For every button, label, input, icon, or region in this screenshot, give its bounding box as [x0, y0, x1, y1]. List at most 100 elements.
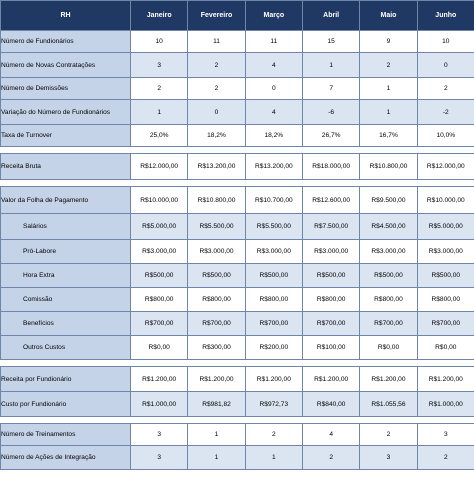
value-cell[interactable]: 10,0% [416, 124, 474, 147]
value-cell[interactable]: R$3.000,00 [187, 239, 246, 264]
value-cell[interactable]: 1 [129, 99, 189, 125]
value-cell[interactable]: R$10.000,00 [416, 186, 474, 214]
value-cell[interactable]: 1 [244, 445, 303, 470]
value-cell[interactable]: R$5.000,00 [129, 213, 189, 240]
value-cell[interactable]: R$500,00 [301, 263, 361, 288]
value-cell[interactable]: R$10.700,00 [244, 186, 303, 214]
value-cell[interactable]: R$10.800,00 [359, 153, 418, 180]
header-cell-rh[interactable]: RH [0, 0, 131, 31]
value-cell[interactable]: 1 [359, 99, 418, 125]
value-cell[interactable]: 10 [416, 30, 474, 53]
value-cell[interactable]: 7 [301, 77, 361, 100]
value-cell[interactable]: R$100,00 [301, 335, 361, 360]
value-cell[interactable]: 2 [301, 445, 361, 470]
value-cell[interactable]: 0 [244, 77, 303, 100]
value-cell[interactable]: 18,2% [187, 124, 246, 147]
value-cell[interactable]: R$5.500,00 [187, 213, 246, 240]
value-cell[interactable]: R$1.000,00 [129, 391, 189, 417]
value-cell[interactable]: R$1.200,00 [244, 366, 303, 392]
row-label-cell[interactable]: Número de Novas Contratações [0, 52, 131, 78]
row-label-cell[interactable]: Comissão [0, 287, 131, 312]
value-cell[interactable]: R$800,00 [301, 287, 361, 312]
row-label-cell[interactable]: Receita por Fundionário [0, 366, 131, 392]
value-cell[interactable]: R$800,00 [129, 287, 189, 312]
value-cell[interactable]: R$500,00 [244, 263, 303, 288]
value-cell[interactable]: -2 [416, 99, 474, 125]
value-cell[interactable]: R$800,00 [187, 287, 246, 312]
value-cell[interactable]: R$12.600,00 [301, 186, 361, 214]
value-cell[interactable]: R$0,00 [416, 335, 474, 360]
value-cell[interactable]: R$972,73 [244, 391, 303, 417]
value-cell[interactable]: R$18.000,00 [301, 153, 361, 180]
row-label-cell[interactable]: Variação do Número de Fundionários [0, 99, 131, 125]
value-cell[interactable]: R$0,00 [359, 335, 418, 360]
value-cell[interactable]: 1 [187, 445, 246, 470]
row-label-cell[interactable]: Valor da Folha de Pagamento [0, 186, 131, 214]
row-label-cell[interactable]: Taxa de Turnover [0, 124, 131, 147]
value-cell[interactable]: 3 [129, 52, 189, 78]
value-cell[interactable]: 26,7% [301, 124, 361, 147]
value-cell[interactable]: -6 [301, 99, 361, 125]
row-label-cell[interactable]: Custo por Fundionário [0, 391, 131, 417]
value-cell[interactable]: R$12.000,00 [129, 153, 189, 180]
value-cell[interactable]: R$800,00 [416, 287, 474, 312]
value-cell[interactable]: 2 [416, 77, 474, 100]
row-label-cell[interactable]: Número de Treinamentos [0, 423, 131, 446]
value-cell[interactable]: R$3.000,00 [129, 239, 189, 264]
value-cell[interactable]: 2 [244, 423, 303, 446]
value-cell[interactable]: R$500,00 [129, 263, 189, 288]
value-cell[interactable]: R$1.200,00 [359, 366, 418, 392]
row-label-cell[interactable]: Outros Custos [0, 335, 131, 360]
value-cell[interactable]: 1 [359, 77, 418, 100]
value-cell[interactable]: R$13.200,00 [187, 153, 246, 180]
value-cell[interactable]: R$800,00 [359, 287, 418, 312]
value-cell[interactable]: R$3.000,00 [359, 239, 418, 264]
value-cell[interactable]: R$500,00 [187, 263, 246, 288]
value-cell[interactable]: R$700,00 [359, 311, 418, 336]
value-cell[interactable]: 0 [416, 52, 474, 78]
value-cell[interactable]: 2 [416, 445, 474, 470]
value-cell[interactable]: R$4.500,00 [359, 213, 418, 240]
value-cell[interactable]: 1 [187, 423, 246, 446]
value-cell[interactable]: R$300,00 [187, 335, 246, 360]
value-cell[interactable]: 11 [187, 30, 246, 53]
value-cell[interactable]: R$10.000,00 [129, 186, 189, 214]
value-cell[interactable]: R$5.000,00 [416, 213, 474, 240]
value-cell[interactable]: R$1.200,00 [301, 366, 361, 392]
value-cell[interactable]: R$700,00 [301, 311, 361, 336]
row-label-cell[interactable]: Número de Ações de Integração [0, 445, 131, 470]
value-cell[interactable]: 11 [244, 30, 303, 53]
value-cell[interactable]: 2 [187, 77, 246, 100]
value-cell[interactable]: R$200,00 [244, 335, 303, 360]
value-cell[interactable]: 0 [187, 99, 246, 125]
value-cell[interactable]: 9 [359, 30, 418, 53]
value-cell[interactable]: R$500,00 [359, 263, 418, 288]
value-cell[interactable]: R$700,00 [244, 311, 303, 336]
row-label-cell[interactable]: Número de Demissões [0, 77, 131, 100]
value-cell[interactable]: R$1.000,00 [416, 391, 474, 417]
row-label-cell[interactable]: Hora Extra [0, 263, 131, 288]
value-cell[interactable]: 3 [416, 423, 474, 446]
value-cell[interactable]: 18,2% [244, 124, 303, 147]
value-cell[interactable]: 4 [244, 52, 303, 78]
value-cell[interactable]: R$3.000,00 [301, 239, 361, 264]
value-cell[interactable]: 16,7% [359, 124, 418, 147]
value-cell[interactable]: R$0,00 [129, 335, 189, 360]
row-label-cell[interactable]: Número de Fundionários [0, 30, 131, 53]
value-cell[interactable]: R$981,82 [187, 391, 246, 417]
value-cell[interactable]: 3 [129, 445, 189, 470]
value-cell[interactable]: R$12.000,00 [416, 153, 474, 180]
value-cell[interactable]: 2 [187, 52, 246, 78]
value-cell[interactable]: 4 [244, 99, 303, 125]
value-cell[interactable]: R$700,00 [187, 311, 246, 336]
value-cell[interactable]: R$1.200,00 [129, 366, 189, 392]
value-cell[interactable]: 4 [301, 423, 361, 446]
value-cell[interactable]: R$3.000,00 [244, 239, 303, 264]
value-cell[interactable]: R$1.200,00 [187, 366, 246, 392]
value-cell[interactable]: R$10.800,00 [187, 186, 246, 214]
row-label-cell[interactable]: Receita Bruta [0, 153, 131, 180]
header-cell-fevereiro[interactable]: Fevereiro [187, 0, 246, 31]
value-cell[interactable]: 1 [301, 52, 361, 78]
value-cell[interactable]: R$700,00 [129, 311, 189, 336]
header-cell-marco[interactable]: Março [244, 0, 303, 31]
